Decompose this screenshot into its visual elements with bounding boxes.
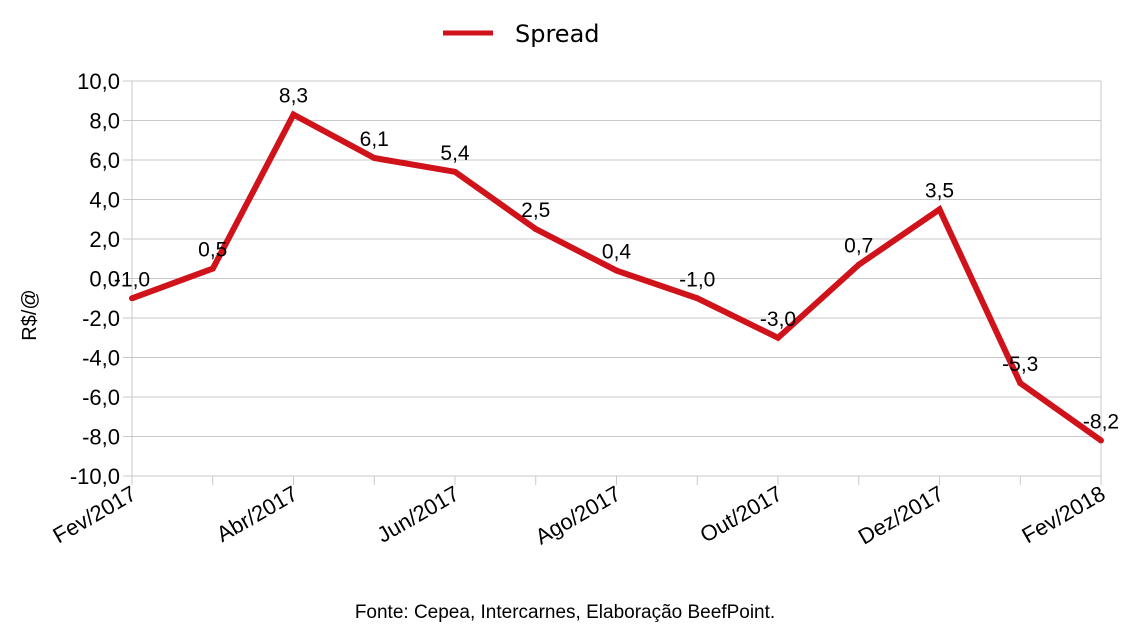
x-tick-label: Fev/2017 <box>49 481 141 549</box>
y-tick-label: -8,0 <box>82 425 120 450</box>
x-tick-label: Fev/2018 <box>1018 481 1110 549</box>
y-axis-title: R$/@ <box>19 289 41 340</box>
data-point <box>532 226 539 233</box>
data-label: 0,5 <box>198 239 227 262</box>
y-tick-label: -6,0 <box>82 385 120 410</box>
legend: Spread <box>443 20 600 48</box>
data-point <box>936 206 943 213</box>
data-label: 0,7 <box>844 235 873 258</box>
data-label: 3,5 <box>925 179 954 202</box>
data-label: 8,3 <box>279 85 308 108</box>
x-tick-label: Ago/2017 <box>531 481 625 550</box>
data-point <box>1017 380 1024 387</box>
legend-label: Spread <box>515 20 600 48</box>
data-point <box>855 261 862 268</box>
x-tick-label: Abr/2017 <box>212 481 302 547</box>
source-note: Fonte: Cepea, Intercarnes, Elaboração Be… <box>355 602 775 623</box>
y-tick-label: -2,0 <box>82 306 120 331</box>
data-label: -5,3 <box>1002 353 1038 376</box>
data-label: 0,4 <box>602 241 632 264</box>
y-tick-label: 8,0 <box>89 109 120 134</box>
data-point <box>452 168 458 175</box>
data-labels: -1,0 0,5 8,3 6,1 5,4 2,5 0,4 -1,0 -3,0 0,7 3,5 -5,3… <box>114 85 1119 434</box>
data-point <box>290 111 297 118</box>
y-tick-label: -4,0 <box>82 346 120 371</box>
data-point <box>1098 437 1104 444</box>
data-point <box>694 295 701 302</box>
data-label: 2,5 <box>521 199 550 222</box>
data-point <box>371 155 378 162</box>
y-tick-label: 2,0 <box>89 227 120 252</box>
x-tick-label: Jun/2017 <box>373 481 464 548</box>
x-tick-label: Out/2017 <box>696 481 787 548</box>
data-point <box>613 267 620 274</box>
y-axis-ticks: 10,0 8,0 6,0 4,0 2,0 0,0 -2,0 -4,0 -6,0 -8,0 -10,0 <box>70 69 132 489</box>
data-label: 5,4 <box>440 142 470 165</box>
data-point <box>775 334 781 341</box>
y-tick-label: 4,0 <box>89 188 120 213</box>
axes <box>131 81 1102 477</box>
y-tick-label: 6,0 <box>89 148 120 173</box>
y-tick-label: -10,0 <box>70 464 120 489</box>
data-point <box>209 265 216 272</box>
data-label: -3,0 <box>760 308 796 331</box>
y-tick-label: 10,0 <box>77 69 120 94</box>
data-label: -8,2 <box>1083 410 1119 433</box>
data-label: 6,1 <box>360 128 389 151</box>
series-line-spread <box>130 110 1103 443</box>
data-label: -1,0 <box>114 268 150 291</box>
data-label: -1,0 <box>679 268 715 291</box>
x-tick-label: Dez/2017 <box>854 481 948 550</box>
data-point <box>129 295 135 302</box>
y-tick-label: 0,0 <box>89 267 120 292</box>
series <box>129 110 1104 444</box>
x-axis-ticks: Fev/2017 Abr/2017 Jun/2017 Ago/2017 Out/2017… <box>49 476 1110 549</box>
